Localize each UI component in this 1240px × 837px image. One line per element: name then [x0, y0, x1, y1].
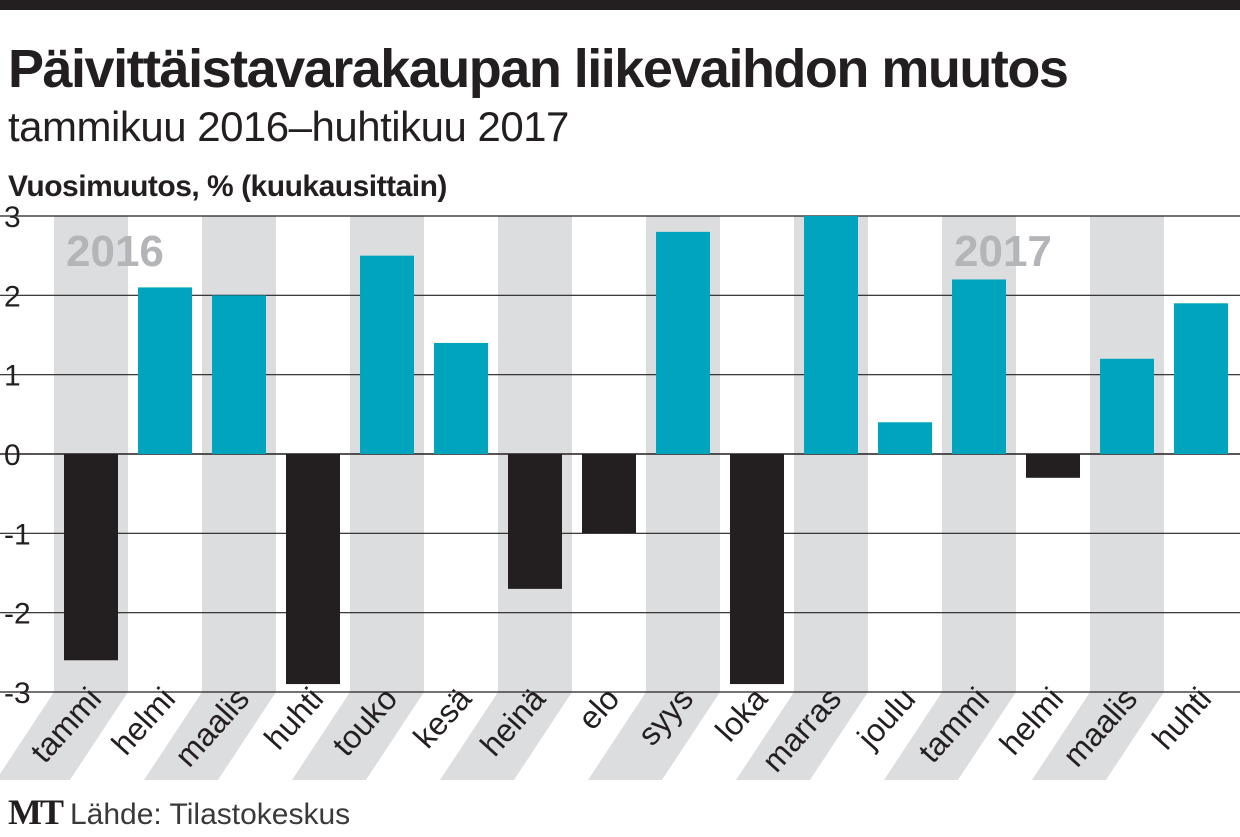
- mt-logo: MT: [8, 792, 64, 832]
- year-label: 2016: [66, 227, 164, 276]
- year-labels: 2016 2017: [66, 227, 1052, 276]
- y-tick-label: 0: [4, 439, 21, 472]
- y-tick-label: 3: [4, 201, 21, 234]
- bar: [804, 216, 858, 454]
- bar: [64, 454, 118, 661]
- bar: [360, 255, 414, 454]
- y-axis-label: Vuosimuutos, % (kuukausittain): [8, 170, 447, 203]
- bar: [952, 279, 1006, 454]
- column-stripe: [440, 216, 572, 780]
- bar: [730, 454, 784, 685]
- bar: [212, 295, 266, 454]
- chart-title: Päivittäistavarakaupan liikevaihdon muut…: [8, 39, 1069, 99]
- top-rule: [0, 0, 1240, 10]
- y-tick-label: -3: [4, 677, 31, 710]
- bar: [286, 454, 340, 685]
- y-tick-label: 2: [4, 280, 21, 313]
- source-line: MT Lähde: Tilastokeskus: [8, 794, 350, 830]
- bar: [508, 454, 562, 589]
- y-tick-label: -2: [4, 598, 31, 631]
- x-tick-label: elo: [571, 681, 626, 737]
- chart-subtitle: tammikuu 2016–huhtikuu 2017: [8, 103, 569, 150]
- y-tick-labels: 3 2 1 0 -1 -2 -3: [4, 201, 31, 710]
- bars: [64, 216, 1228, 685]
- bar: [138, 287, 192, 454]
- bar: [878, 422, 932, 454]
- bar: [1026, 454, 1080, 478]
- source-text: Lähde: Tilastokeskus: [70, 798, 351, 831]
- year-label: 2017: [954, 227, 1052, 276]
- bar: [1174, 303, 1228, 454]
- bar: [434, 342, 488, 454]
- bar: [1100, 358, 1154, 454]
- column-stripe: [1032, 216, 1164, 780]
- bar: [582, 454, 636, 534]
- bar: [656, 231, 710, 454]
- y-tick-label: 1: [4, 360, 21, 393]
- y-tick-label: -1: [4, 518, 31, 551]
